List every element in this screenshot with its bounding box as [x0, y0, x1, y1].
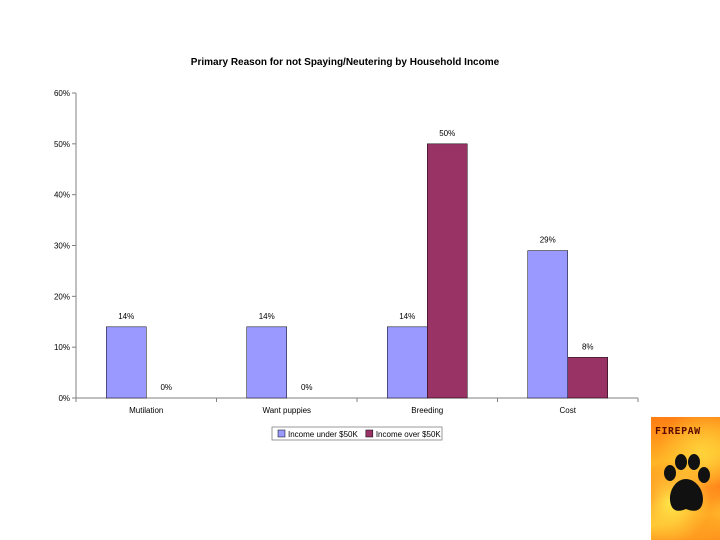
x-category-label: Mutilation — [129, 406, 163, 415]
legend-box — [271, 426, 443, 441]
y-tick-label: 30% — [54, 242, 70, 251]
chart-title: Primary Reason for not Spaying/Neutering… — [191, 57, 500, 68]
data-label: 0% — [301, 383, 313, 392]
y-tick-label: 50% — [54, 140, 70, 149]
axes: 0% 10% 20% 30% 40% 50% 60% Mutilation Want puppi… — [54, 89, 639, 415]
x-category-label: Breeding — [411, 406, 443, 415]
legend-swatch — [277, 429, 286, 438]
bar — [246, 326, 287, 399]
firepaw-logo: FIREPAW — [651, 417, 720, 540]
data-label: 14% — [259, 312, 275, 321]
x-category-label: Want puppies — [262, 406, 311, 415]
y-tick-label: 20% — [54, 292, 70, 301]
data-label: 8% — [582, 342, 594, 351]
data-label: 29% — [540, 236, 556, 245]
legend-label: Income over $50K — [376, 430, 442, 439]
x-category-label: Cost — [560, 406, 577, 415]
legend: Income under $50K Income over $50K — [271, 426, 443, 441]
bar — [567, 357, 608, 399]
data-label: 0% — [160, 383, 172, 392]
logo-text: FIREPAW — [655, 426, 701, 437]
bar — [527, 250, 568, 399]
bar — [427, 143, 468, 399]
legend-swatch — [365, 429, 374, 438]
y-tick-label: 10% — [54, 343, 70, 352]
bar — [106, 326, 147, 399]
data-label: 14% — [118, 312, 134, 321]
y-tick-label: 0% — [58, 394, 70, 403]
bar — [387, 326, 428, 399]
data-label: 50% — [439, 129, 455, 138]
bars: 14% 14% 14% 29% 0% 0% 50% 8% — [106, 129, 608, 399]
y-tick-label: 60% — [54, 89, 70, 98]
y-tick-label: 40% — [54, 191, 70, 200]
paw-icon — [664, 454, 710, 511]
data-label: 14% — [399, 312, 415, 321]
legend-label: Income under $50K — [288, 430, 358, 439]
